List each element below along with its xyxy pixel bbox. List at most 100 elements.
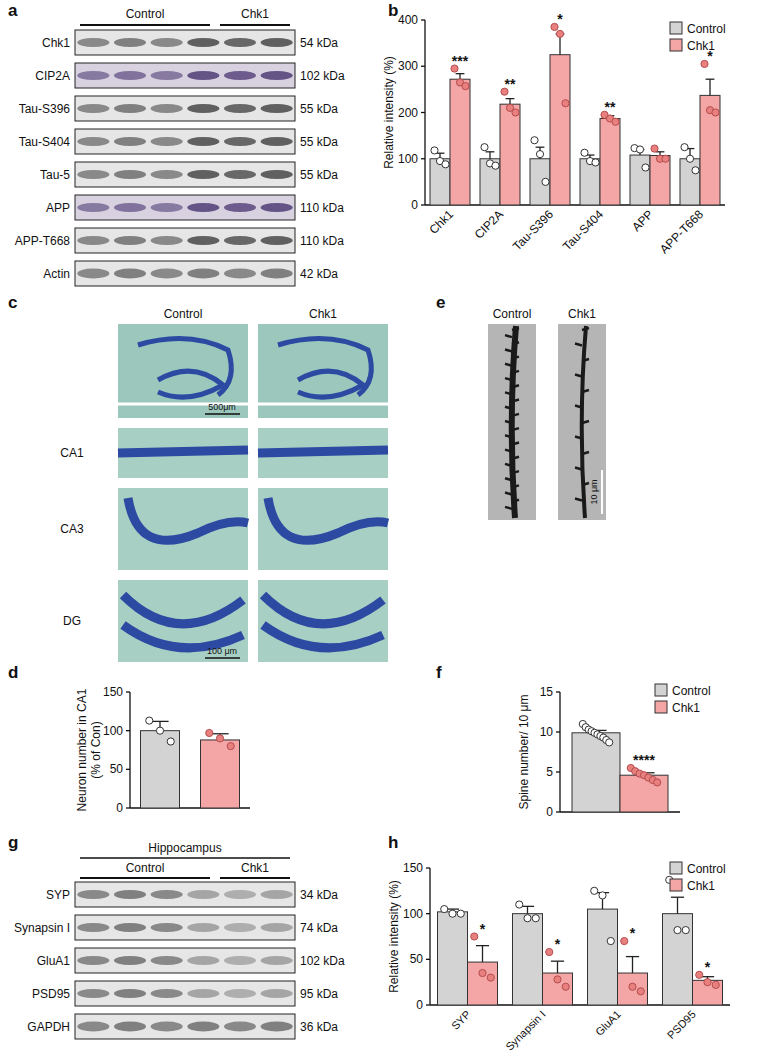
data-point [592,159,599,166]
blot-strip [75,63,295,88]
blot-strip [75,162,295,187]
cell-layer [298,371,363,397]
data-point [546,948,553,955]
data-point [662,155,669,162]
group-line [220,24,290,26]
significance: ********* [452,11,713,115]
blot-band [224,989,256,998]
bar [141,731,180,808]
group-label: Chk1 [241,7,269,21]
blot-band [114,38,146,47]
blot-row-label: APP-T668 [15,234,71,248]
y-tick [421,19,425,20]
histology-image [118,428,248,478]
data-point [686,155,693,162]
blot-band [114,890,146,899]
histology-image [258,580,388,662]
data-point [156,727,163,734]
western-blot: HippocampusControlChk1SYP34 kDaSynapsin … [14,841,345,1039]
blot-band [77,923,109,932]
data-point [556,30,563,37]
significance-star: * [557,11,563,27]
plot-marks [572,720,668,812]
scale-label: 10 μm [589,479,599,504]
y-label: Relative intensity (%) [382,56,396,169]
spine [582,359,589,361]
blot-kda: 55 kDa [300,168,338,182]
data-point [606,739,613,746]
x-tick-label: GluA1 [593,1008,623,1038]
data-point [607,937,614,944]
blot-band [114,923,146,932]
data-point [712,981,719,988]
spine [575,499,582,501]
error-bar [677,897,678,913]
scale-bar [601,470,603,514]
group-line [220,877,290,879]
bar [650,156,670,205]
legend-label: Control [687,22,726,36]
bar [572,733,620,812]
blot-band [114,104,146,113]
bar [480,159,500,205]
blot-band [224,104,256,113]
blot-band [187,38,219,47]
blot-row-label: PSD95 [32,987,70,1001]
blot-band [151,890,183,899]
x-tick-label: Tau-S396 [510,207,556,253]
blot-strip [75,30,295,55]
blot-row-label: SYP [46,888,70,902]
spine [505,378,512,380]
data-point [636,146,643,153]
column-label: Chk1 [309,307,337,321]
bar [663,914,693,1005]
blot-band [261,1022,293,1032]
spine [505,464,512,466]
error-cap [456,73,465,74]
y-tick [126,730,130,731]
spine [505,407,512,409]
data-point [492,162,499,169]
group-line [80,24,210,26]
cell-layer [268,498,388,540]
blot-band [114,71,146,80]
spine [505,364,512,366]
y-tick [421,158,425,159]
blot-strip [75,948,295,973]
blot-row-label: CIP2A [35,69,70,83]
spine [505,493,512,495]
error-cap [506,98,515,99]
blot-band [187,956,219,965]
blot-strip [75,882,295,907]
blot-strip [75,981,295,1006]
blot-band [187,890,219,899]
legend-label: Control [672,684,711,698]
blot-band [77,170,109,179]
white-matter [258,403,388,406]
y-tick-label: 100 [403,907,423,921]
data-point [471,933,478,940]
data-point [216,735,223,742]
blot-band [77,203,109,212]
blot-band [261,269,293,279]
bar [550,55,570,205]
blot-kda: 110 kDa [300,201,344,215]
row-label: CA1 [60,446,84,460]
blot-row-label: APP [46,201,70,215]
bar [680,159,700,205]
blot-band [151,137,183,146]
bar [600,119,620,205]
blot-band [151,38,183,47]
blot-kda: 110 kDa [300,234,344,248]
blot-strip [75,129,295,154]
blot-band [187,170,219,179]
y-tick [556,771,560,772]
blot-band [187,203,219,212]
data-point [206,729,213,736]
data-point [536,151,543,158]
blot-band [224,170,256,179]
cell-layer [158,371,223,397]
panel-letter: e [436,293,445,312]
data-point [712,109,719,116]
panel-letter: a [8,1,18,20]
